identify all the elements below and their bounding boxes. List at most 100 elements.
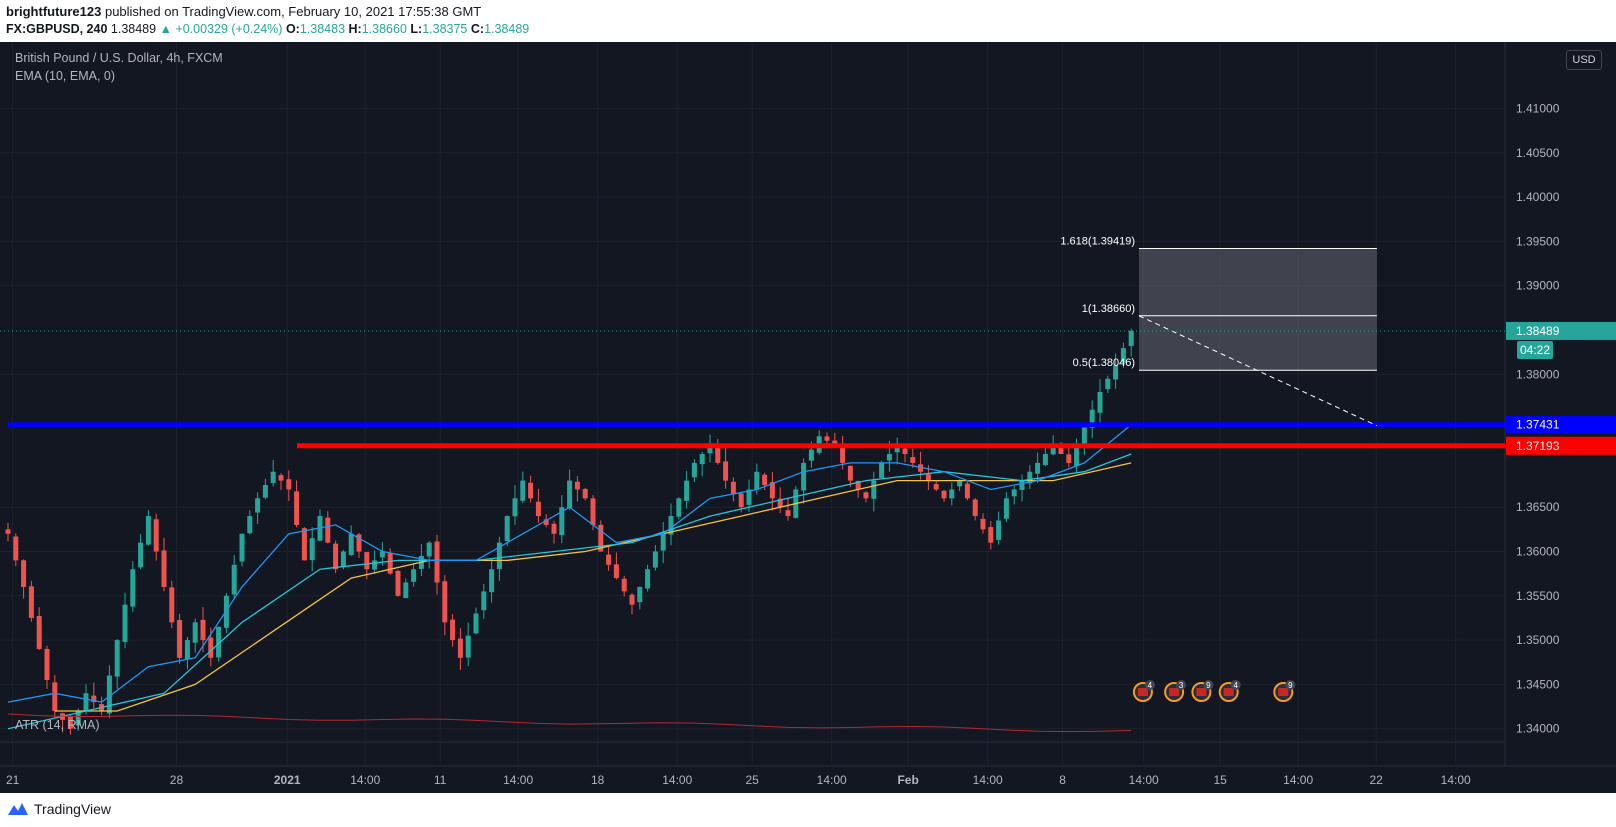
blue-level-price-label: 1.37431: [1516, 418, 1560, 432]
candle-body: [863, 492, 869, 499]
candle-body: [450, 619, 456, 641]
candle-body: [231, 564, 237, 595]
candle-body: [294, 491, 300, 525]
candle-body: [91, 695, 97, 703]
atr-line: [7, 713, 1132, 733]
price-chart[interactable]: 1.41000 1.40500 1.40000 1.39500 1.39000 1.380…: [0, 42, 1616, 793]
candle-body: [83, 693, 89, 711]
candle-body: [1089, 409, 1095, 428]
y-tick-label: 1.39500: [1516, 234, 1560, 248]
x-tick-label: 14:00: [973, 773, 1003, 787]
high-label: H:: [348, 22, 362, 36]
y-tick-label: 1.41000: [1516, 101, 1560, 115]
candle-body: [707, 445, 713, 454]
candle-body: [387, 553, 393, 574]
low-value: 1.38375: [422, 22, 468, 36]
candle-body: [5, 529, 11, 534]
x-tick-label: 14:00: [1283, 773, 1313, 787]
fib-level-label: 1.618(1.39419): [1060, 236, 1135, 248]
candle-body: [13, 536, 19, 561]
y-tick-label: 1.35500: [1516, 589, 1560, 603]
candle-body: [988, 527, 994, 543]
x-tick-label: 22: [1369, 773, 1383, 787]
candle-body: [208, 637, 214, 658]
candle-body: [894, 445, 900, 453]
fib-level-label: 0.5(1.38046): [1073, 357, 1135, 369]
candle-body: [543, 519, 549, 525]
candle-body: [239, 533, 245, 562]
candle-body: [1019, 480, 1025, 490]
candle-body: [28, 586, 34, 618]
candle-body: [216, 626, 222, 658]
countdown-tag: [1517, 340, 1553, 359]
symbol-label: FX:GBPUSD, 240: [6, 22, 108, 36]
x-tick-label: 14:00: [503, 773, 533, 787]
us-flag-icon: [1196, 688, 1207, 696]
ema-legend: EMA (10, EMA, 0): [15, 69, 116, 83]
author-name[interactable]: brightfuture123: [6, 4, 102, 19]
candle-body: [972, 499, 978, 517]
ema-fast-line: [7, 424, 1132, 703]
event-count-badge: [1230, 680, 1241, 690]
x-tick-label: 11: [434, 773, 447, 787]
y-tick-label: 1.40000: [1516, 190, 1560, 204]
candle-body: [1035, 462, 1041, 474]
candle-body: [1003, 498, 1009, 519]
currency-button[interactable]: USD: [1566, 50, 1602, 70]
countdown-label: 04:22: [1520, 343, 1550, 357]
candle-body: [434, 541, 440, 583]
fib-level-label: 1(1.38660): [1082, 303, 1135, 315]
candle-body: [278, 475, 284, 481]
candle-body: [699, 454, 705, 465]
x-tick-label: 14:00: [662, 773, 692, 787]
candle-body: [153, 519, 159, 552]
candle-body: [621, 578, 627, 592]
candle-body: [255, 498, 261, 513]
x-tick-label: 14:00: [817, 773, 847, 787]
candle-body: [403, 582, 409, 599]
ema-slow-line: [54, 462, 1132, 712]
candle-body: [1113, 365, 1119, 380]
event-count-badge: [1176, 680, 1187, 690]
chart-area[interactable]: 1.41000 1.40500 1.40000 1.39500 1.39000 1.380…: [0, 42, 1616, 793]
candle-body: [840, 444, 846, 463]
candle-body: [395, 570, 401, 596]
candle-body: [691, 462, 697, 478]
candle-body: [645, 569, 651, 589]
candle-body: [372, 560, 378, 570]
red-level-price-label: 1.37193: [1516, 439, 1560, 453]
footer: TradingView: [0, 793, 1616, 827]
candle-body: [949, 489, 955, 499]
candle-body: [301, 528, 307, 561]
candle-body: [325, 517, 331, 543]
candle-body: [75, 710, 81, 726]
candle-body: [130, 569, 136, 607]
candle-body: [535, 501, 541, 517]
us-flag-icon: [1137, 688, 1148, 696]
atr-legend: ATR (14, RMA): [15, 718, 100, 732]
event-count-label: 3: [1179, 681, 1184, 690]
candle-body: [1011, 489, 1017, 497]
candle-body: [606, 554, 612, 565]
candle-body: [442, 581, 448, 623]
candle-body: [980, 518, 986, 530]
candle-body: [200, 619, 206, 641]
candle-body: [801, 462, 807, 491]
candle-body: [223, 595, 229, 628]
candle-body: [996, 520, 1002, 540]
last-price-label: 1.38489: [1516, 324, 1560, 338]
candle-body: [340, 551, 346, 568]
x-tick-label: Feb: [897, 773, 918, 787]
x-tick-label: 21: [6, 773, 20, 787]
candle-body: [769, 482, 775, 499]
candle-body: [473, 613, 479, 634]
x-tick-label: 18: [591, 773, 605, 787]
candle-body: [145, 516, 151, 545]
high-value: 1.38660: [361, 22, 407, 36]
candle-body: [582, 488, 588, 499]
quote-line: FX:GBPUSD, 240 1.38489 ▲ +0.00329 (+0.24…: [6, 22, 529, 36]
candle-body: [1128, 330, 1134, 347]
y-tick-label: 1.34000: [1516, 722, 1560, 736]
y-tick-label: 1.35000: [1516, 633, 1560, 647]
publish-line: brightfuture123 published on TradingView…: [6, 4, 481, 19]
